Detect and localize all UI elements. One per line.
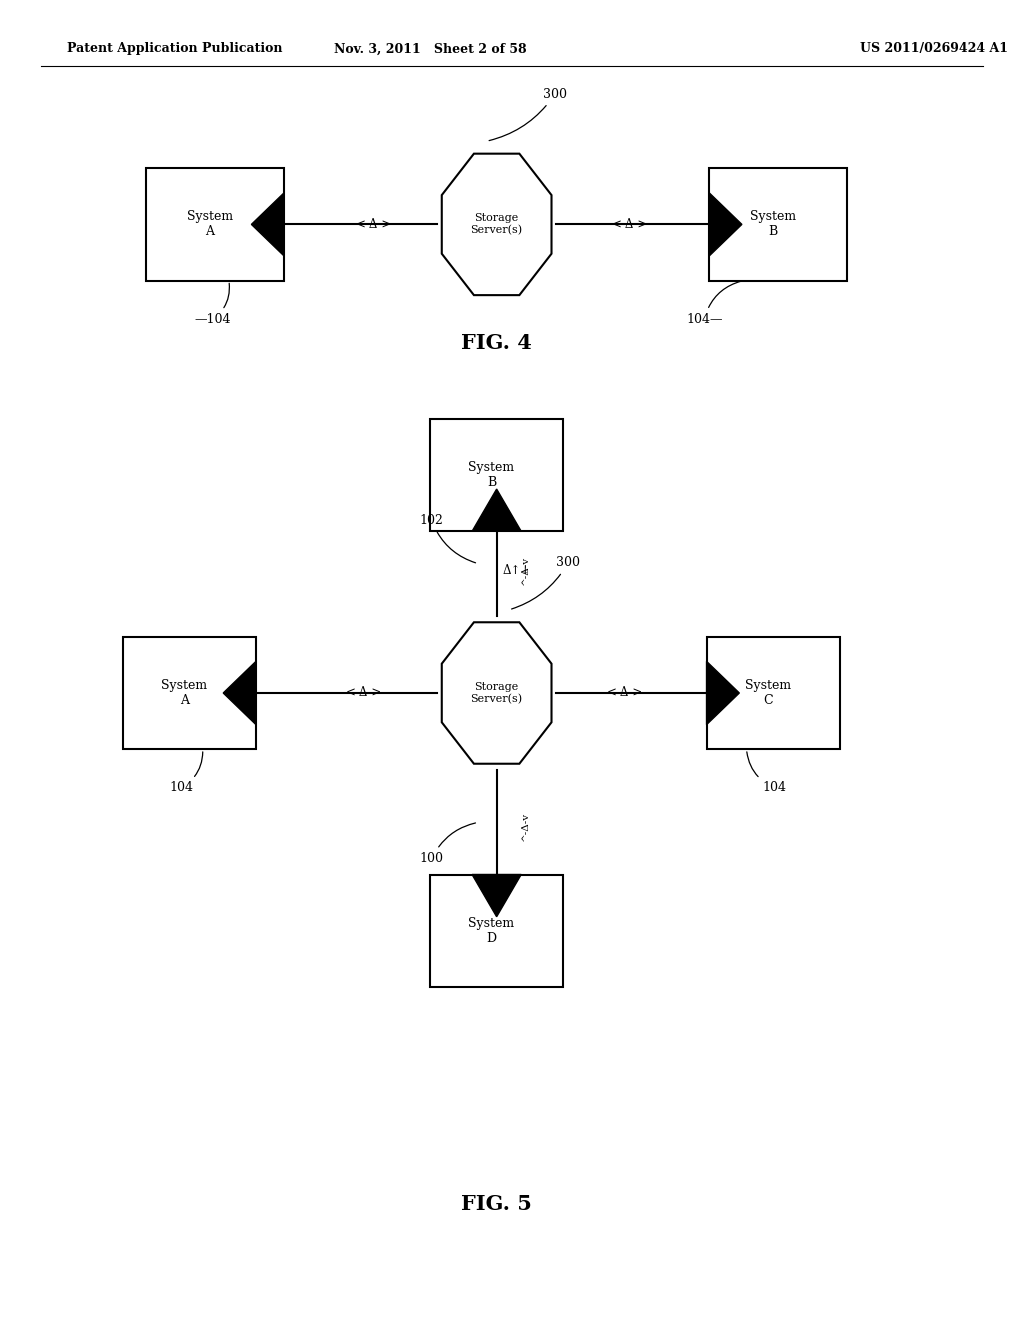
Text: FIG. 5: FIG. 5: [461, 1193, 532, 1214]
Text: 104—: 104—: [686, 281, 741, 326]
Text: <-Δ->: <-Δ->: [606, 686, 643, 700]
Text: Patent Application Publication: Patent Application Publication: [67, 42, 282, 55]
Polygon shape: [472, 488, 521, 531]
Text: System
C: System C: [744, 678, 792, 708]
Polygon shape: [709, 193, 741, 256]
Text: Nov. 3, 2011   Sheet 2 of 58: Nov. 3, 2011 Sheet 2 of 58: [334, 42, 526, 55]
Text: System
A: System A: [186, 210, 233, 239]
Polygon shape: [472, 875, 521, 916]
Text: System
B: System B: [468, 461, 515, 490]
Text: System
D: System D: [468, 916, 515, 945]
Text: 104: 104: [169, 752, 203, 795]
Text: 300: 300: [512, 556, 580, 609]
Text: FIG. 4: FIG. 4: [461, 333, 532, 354]
Text: Storage
Server(s): Storage Server(s): [471, 682, 522, 704]
Text: 100: 100: [420, 822, 475, 865]
Text: <-Δ->: <-Δ->: [355, 218, 392, 231]
Text: 104: 104: [746, 752, 786, 795]
Text: System
B: System B: [750, 210, 797, 239]
Text: Δ↑↓: Δ↑↓: [503, 564, 531, 577]
Text: ^-Δ-v: ^-Δ-v: [521, 812, 529, 841]
FancyBboxPatch shape: [707, 638, 840, 750]
Polygon shape: [441, 153, 552, 296]
FancyBboxPatch shape: [123, 638, 256, 750]
FancyBboxPatch shape: [145, 169, 284, 281]
Text: 102: 102: [420, 513, 475, 562]
Text: 300: 300: [489, 87, 566, 141]
Polygon shape: [441, 622, 552, 764]
Text: Storage
Server(s): Storage Server(s): [471, 214, 522, 235]
Polygon shape: [251, 193, 284, 256]
Text: <-Δ->: <-Δ->: [345, 686, 382, 700]
FancyBboxPatch shape: [430, 420, 563, 531]
Text: ^-Δ-v: ^-Δ-v: [521, 556, 529, 585]
Text: US 2011/0269424 A1: US 2011/0269424 A1: [860, 42, 1009, 55]
Text: System
A: System A: [161, 678, 208, 708]
Polygon shape: [707, 661, 739, 725]
Text: —104: —104: [195, 284, 231, 326]
FancyBboxPatch shape: [430, 874, 563, 987]
FancyBboxPatch shape: [709, 169, 848, 281]
Polygon shape: [223, 661, 256, 725]
Text: <-Δ->: <-Δ->: [611, 218, 648, 231]
